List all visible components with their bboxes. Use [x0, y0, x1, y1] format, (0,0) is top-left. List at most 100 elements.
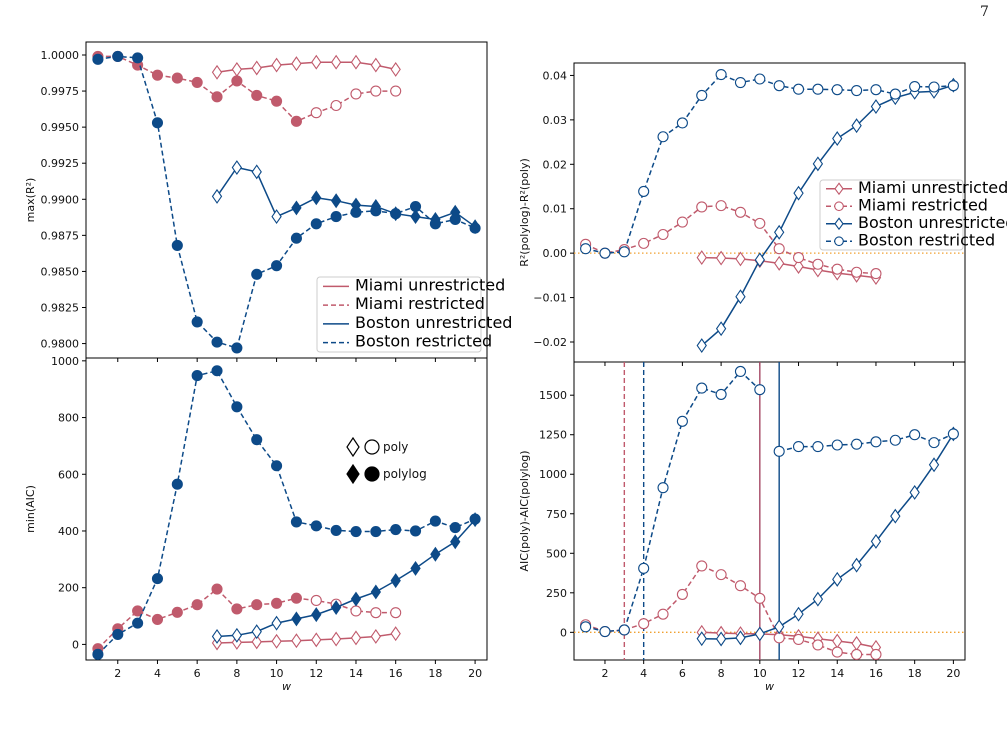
series-boston-restricted — [580, 365, 959, 638]
data-point — [271, 615, 282, 631]
x-tick-label: 2 — [601, 667, 608, 680]
data-point — [793, 259, 804, 274]
open-circle-marker — [364, 439, 380, 455]
y-tick-label: 250 — [546, 587, 567, 600]
data-point — [928, 437, 940, 449]
data-point — [773, 445, 785, 457]
series-miami-unrestricted — [696, 250, 882, 286]
data-point — [870, 648, 882, 661]
data-point — [370, 628, 382, 644]
data-point — [271, 633, 282, 649]
y-tick-label: 0.03 — [543, 114, 568, 127]
y-tick-label: 0.9825 — [41, 301, 80, 314]
data-point — [792, 633, 805, 645]
legend-box — [316, 276, 482, 353]
data-point — [251, 89, 263, 101]
data-point — [832, 571, 843, 587]
series-line — [585, 564, 876, 656]
x-tick-label: 6 — [679, 667, 686, 680]
data-point — [429, 515, 441, 527]
y-tick-label: 200 — [58, 582, 79, 595]
data-point — [211, 583, 223, 595]
data-point — [449, 213, 461, 226]
series-line — [97, 55, 476, 349]
y-axis-label: R²(polylog)-R²(poly) — [518, 158, 531, 267]
x-tick-label: 8 — [233, 667, 240, 680]
data-point — [92, 53, 104, 65]
data-point — [350, 206, 362, 218]
data-point — [793, 185, 804, 201]
data-point — [171, 478, 183, 490]
series-boston-unrestricted — [211, 512, 481, 644]
data-point — [469, 222, 481, 234]
data-point — [812, 639, 824, 651]
y-tick-label: 1250 — [539, 429, 567, 442]
y-tick-label: 0 — [560, 626, 567, 639]
data-point — [851, 266, 863, 278]
data-point — [774, 619, 785, 635]
legend-entry-label: Miami unrestricted — [355, 275, 505, 294]
data-point — [947, 80, 959, 92]
data-point — [370, 607, 382, 619]
data-point — [638, 185, 650, 197]
data-point — [370, 57, 382, 73]
data-point — [370, 584, 382, 600]
data-point — [638, 237, 650, 249]
data-point — [657, 228, 669, 241]
data-point — [330, 524, 342, 536]
data-point — [638, 562, 650, 574]
data-point — [909, 429, 921, 441]
data-point — [696, 382, 708, 394]
series-miami-restricted — [580, 560, 882, 661]
data-point — [909, 484, 920, 500]
x-tick-label: 8 — [718, 667, 725, 680]
x-tick-label: 14 — [830, 667, 844, 680]
y-axis-label: min(AIC) — [24, 485, 37, 533]
data-point — [251, 268, 263, 280]
x-tick-label: 10 — [753, 667, 767, 680]
data-point — [330, 99, 342, 112]
x-tick-label: 6 — [194, 667, 201, 680]
panel-max-r2: 0.9800 0.9825 0.9850 0.9875 0.9900 0.9925 0.99… — [24, 41, 512, 362]
series-line — [216, 632, 396, 644]
data-point — [311, 54, 322, 70]
legend-entry-label: Miami unrestricted — [858, 178, 1007, 197]
data-point — [715, 388, 727, 400]
data-point — [211, 336, 223, 348]
data-point — [754, 217, 766, 229]
y-tick-label: 750 — [546, 508, 567, 521]
data-point — [390, 626, 401, 642]
data-point — [290, 232, 302, 244]
series-line — [97, 588, 396, 650]
legend-entry-label: Boston unrestricted — [858, 213, 1007, 232]
data-point — [831, 646, 843, 658]
data-point — [310, 594, 322, 607]
data-point — [271, 95, 283, 107]
series-line — [97, 369, 476, 655]
open-diamond-marker — [346, 436, 360, 458]
series-line — [585, 73, 954, 254]
filled-circle-marker — [364, 466, 380, 482]
data-point — [409, 525, 422, 537]
data-point — [909, 80, 921, 93]
x-tick-label: 20 — [946, 667, 960, 680]
series-line — [97, 55, 396, 123]
data-point — [735, 251, 746, 267]
data-point — [754, 384, 766, 396]
panel-aic-difference: 0 250 500 750 1000 1250 1500 2 4 6 8 10 12 14 16 18 20 AI… — [518, 361, 966, 693]
x-tick-label: 18 — [908, 667, 922, 680]
data-point — [290, 592, 302, 604]
legend-entry-label: Miami restricted — [355, 294, 485, 313]
data-point — [735, 630, 746, 646]
data-point — [151, 613, 164, 625]
data-point — [251, 164, 262, 180]
data-point — [618, 624, 630, 636]
data-point — [851, 635, 862, 651]
data-point — [812, 591, 824, 607]
series-boston-restricted — [92, 50, 481, 354]
data-point — [330, 211, 342, 223]
data-point — [870, 436, 882, 448]
data-point — [890, 508, 901, 524]
